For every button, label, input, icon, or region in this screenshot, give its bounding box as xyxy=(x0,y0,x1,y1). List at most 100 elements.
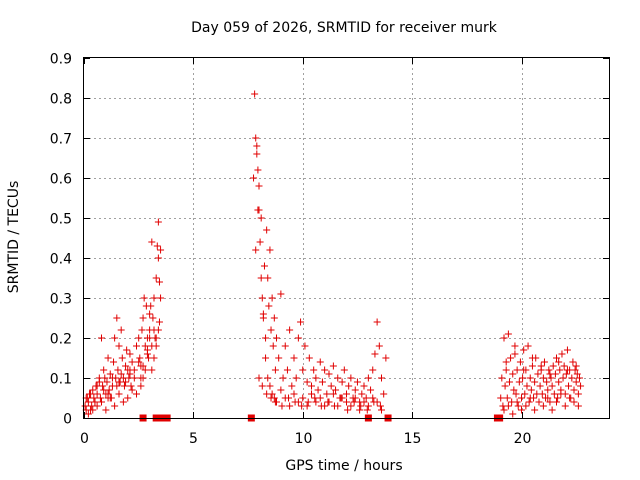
data-point xyxy=(108,374,116,382)
data-point xyxy=(550,390,558,398)
data-point xyxy=(117,370,125,378)
data-point xyxy=(152,274,160,282)
data-point xyxy=(502,366,510,374)
data-point xyxy=(90,394,98,402)
data-point xyxy=(259,310,267,318)
data-point xyxy=(526,374,534,382)
data-point xyxy=(513,398,521,406)
data-point xyxy=(96,394,104,402)
data-point xyxy=(510,386,518,394)
data-point xyxy=(148,342,156,350)
data-point xyxy=(547,374,555,382)
data-point xyxy=(527,386,535,394)
data-point xyxy=(154,218,162,226)
data-point xyxy=(509,370,517,378)
data-point xyxy=(534,370,542,378)
data-point xyxy=(283,366,291,374)
data-point xyxy=(103,378,111,386)
data-point xyxy=(84,410,92,418)
data-point xyxy=(263,390,271,398)
data-point xyxy=(256,238,264,246)
data-point xyxy=(133,390,140,398)
x-tick-label: 10 xyxy=(295,431,313,447)
data-point xyxy=(500,406,508,414)
data-point xyxy=(98,334,105,342)
data-point xyxy=(540,358,548,366)
data-point xyxy=(375,342,383,350)
data-point xyxy=(262,334,270,342)
data-point xyxy=(253,142,261,150)
data-point xyxy=(312,398,320,406)
data-point xyxy=(304,398,312,406)
data-point xyxy=(509,410,517,418)
data-point xyxy=(330,402,338,410)
data-point xyxy=(135,358,143,366)
data-point xyxy=(153,242,161,250)
data-point xyxy=(119,398,127,406)
data-point xyxy=(515,378,523,386)
data-point xyxy=(364,374,372,382)
data-point xyxy=(519,374,527,382)
data-point xyxy=(364,402,372,410)
data-point xyxy=(122,362,130,370)
data-point xyxy=(378,374,385,382)
data-point xyxy=(91,398,99,406)
data-point xyxy=(568,374,576,382)
data-point xyxy=(257,214,265,222)
data-point xyxy=(574,390,582,398)
data-point xyxy=(370,398,378,406)
data-point xyxy=(561,402,569,410)
data-point xyxy=(520,366,528,374)
data-point xyxy=(347,402,355,410)
data-point xyxy=(100,386,108,394)
data-point xyxy=(106,370,114,378)
data-point xyxy=(311,394,319,402)
data-point xyxy=(558,350,566,358)
data-point xyxy=(264,274,272,282)
data-point xyxy=(329,390,337,398)
plot-frame xyxy=(83,57,610,419)
data-point xyxy=(360,398,368,406)
data-point xyxy=(539,374,547,382)
y-tick-label: 0.3 xyxy=(50,292,72,308)
data-point xyxy=(575,374,583,382)
data-point xyxy=(150,354,158,362)
data-point xyxy=(562,370,570,378)
data-point xyxy=(566,394,574,402)
data-point xyxy=(265,302,273,310)
data-point xyxy=(252,246,260,254)
data-point xyxy=(81,402,89,410)
data-point xyxy=(89,406,97,414)
data-point xyxy=(262,354,270,362)
data-point xyxy=(290,354,298,362)
data-point xyxy=(310,366,318,374)
data-point xyxy=(291,398,299,406)
data-point xyxy=(264,374,272,382)
data-point xyxy=(544,394,552,402)
data-point xyxy=(531,406,539,414)
data-point xyxy=(371,350,379,358)
data-point xyxy=(254,166,262,174)
data-point xyxy=(98,398,105,406)
data-point xyxy=(514,402,522,410)
data-point xyxy=(141,366,149,374)
x-tick-label: 5 xyxy=(189,431,198,447)
data-point xyxy=(518,406,525,414)
data-point xyxy=(89,386,97,394)
data-point xyxy=(505,378,513,386)
data-point xyxy=(122,378,130,386)
data-point xyxy=(548,406,556,414)
data-point xyxy=(128,386,136,394)
y-tick-label: 0.2 xyxy=(50,332,72,348)
data-point xyxy=(314,386,322,394)
y-tick-label: 0.9 xyxy=(50,52,72,68)
data-point xyxy=(277,290,285,298)
data-point xyxy=(258,382,266,390)
data-point xyxy=(504,330,512,338)
data-point xyxy=(263,226,271,234)
data-point xyxy=(285,394,293,402)
data-point xyxy=(528,362,536,370)
data-point xyxy=(93,402,101,410)
data-point xyxy=(362,394,370,402)
